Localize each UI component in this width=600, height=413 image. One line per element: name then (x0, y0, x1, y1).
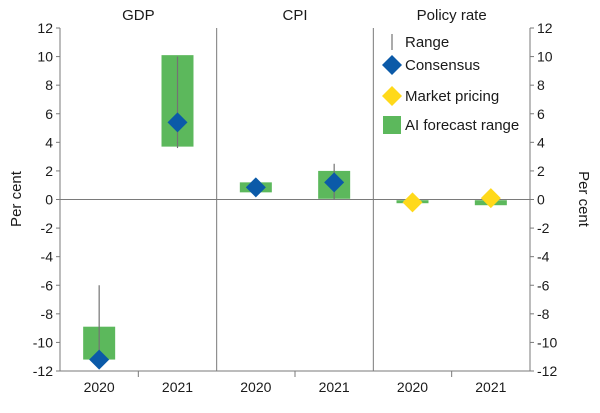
consensus-marker (245, 177, 266, 198)
y-tick-label-right: -2 (537, 220, 550, 236)
panel-titles: GDP CPI Policy rate (122, 7, 487, 24)
y-tick-label-left: -2 (41, 220, 54, 236)
y-tick-label-left: -10 (33, 334, 53, 350)
y-tick-label-right: 6 (537, 106, 545, 122)
y-tick-label-right: 2 (537, 163, 545, 179)
y-tick-label-right: 12 (537, 20, 553, 36)
x-tick-label: 2021 (162, 379, 193, 395)
y-tick-label-left: 2 (45, 163, 53, 179)
y-tick-label-left: -8 (41, 306, 54, 322)
x-tick-label: 2020 (84, 379, 115, 395)
y-axis-label-right: Per cent (575, 171, 592, 228)
y-tick-label-left: 8 (45, 77, 53, 93)
legend-ai-forecast-swatch (383, 116, 401, 134)
y-tick-label-right: -6 (537, 277, 550, 293)
y-tick-label-right: 0 (537, 192, 545, 208)
panel-title: Policy rate (417, 7, 487, 24)
legend-label: Market pricing (405, 88, 499, 105)
y-axis-left: -12 -10 -8 -6 -4 -2 0 2 4 6 8 10 12 (33, 20, 60, 379)
y-tick-label-right: 10 (537, 49, 553, 65)
x-tick-label: 2021 (319, 379, 350, 395)
y-tick-label-right: -8 (537, 306, 550, 322)
panel-title: GDP (122, 7, 155, 24)
y-tick-label-left: -6 (41, 277, 54, 293)
consensus-marker (167, 112, 188, 133)
panel-title: CPI (282, 7, 307, 24)
consensus-marker (324, 172, 345, 193)
y-tick-label-left: 10 (37, 49, 53, 65)
legend: Range Consensus Market pricing AI forecast … (382, 34, 519, 134)
legend-label: Range (405, 34, 449, 51)
y-axis-label-left: Per cent (8, 170, 25, 227)
x-axis-labels: 2020 2021 2020 2021 2020 2021 (84, 379, 507, 395)
market-pricing-marker (480, 188, 501, 209)
y-tick-label-left: -4 (41, 249, 54, 265)
y-tick-label-left: 4 (45, 134, 53, 150)
plot-frame (59, 28, 531, 377)
y-tick-label-left: 0 (45, 192, 53, 208)
x-tick-label: 2021 (475, 379, 506, 395)
y-tick-label-right: 4 (537, 134, 545, 150)
y-tick-label-right: -10 (537, 334, 557, 350)
market-pricing-marker (402, 192, 423, 213)
legend-market-pricing-swatch (382, 86, 402, 106)
y-tick-label-left: 6 (45, 106, 53, 122)
legend-label: Consensus (405, 57, 480, 74)
y-tick-label-right: -12 (537, 363, 557, 379)
legend-label: AI forecast range (405, 117, 519, 134)
y-axis-right: -12 -10 -8 -6 -4 -2 0 2 4 6 8 10 12 (530, 20, 557, 379)
y-tick-label-left: 12 (37, 20, 53, 36)
x-tick-label: 2020 (397, 379, 428, 395)
y-tick-label-right: 8 (537, 77, 545, 93)
x-tick-label: 2020 (240, 379, 271, 395)
y-tick-label-left: -12 (33, 363, 53, 379)
y-tick-label-right: -4 (537, 249, 550, 265)
consensus-marker (89, 349, 110, 370)
chart-marks (83, 55, 507, 370)
legend-consensus-swatch (382, 55, 402, 75)
